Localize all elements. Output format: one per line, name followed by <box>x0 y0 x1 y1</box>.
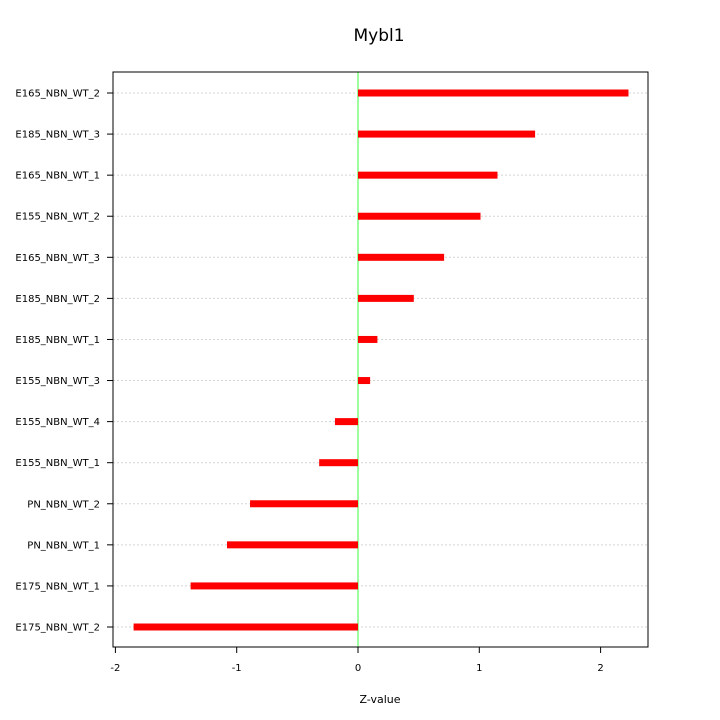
category-label: E185_NBN_WT_1 <box>15 335 100 346</box>
bar-e185-nbn-wt-3 <box>358 130 536 138</box>
category-label: E175_NBN_WT_2 <box>15 623 100 634</box>
bar-e165-nbn-wt-3 <box>358 253 445 261</box>
x-axis: -2 -1 0 1 2 <box>110 646 604 674</box>
x-tick-label: -1 <box>232 663 242 674</box>
category-label: E185_NBN_WT_3 <box>15 130 100 141</box>
bar-pn-nbn-wt-1 <box>226 541 358 549</box>
grid-lines <box>113 92 648 628</box>
category-labels: E165_NBN_WT_2 E185_NBN_WT_3 E165_NBN_WT_1 E… <box>15 89 113 634</box>
bar-e175-nbn-wt-1 <box>190 582 358 590</box>
bar-pn-nbn-wt-2 <box>250 500 358 508</box>
bar-e155-nbn-wt-4 <box>334 418 358 426</box>
category-label: E155_NBN_WT_4 <box>15 417 100 428</box>
bar-e175-nbn-wt-2 <box>133 623 358 631</box>
category-label: E165_NBN_WT_2 <box>15 89 100 100</box>
x-tick-label: 1 <box>476 663 482 674</box>
category-label: E155_NBN_WT_2 <box>15 212 100 223</box>
bar-e165-nbn-wt-2 <box>358 89 629 97</box>
x-axis-label: Z-value <box>359 693 400 706</box>
bar-e165-nbn-wt-1 <box>358 171 498 179</box>
plot-frame <box>112 71 649 648</box>
x-tick-label: 2 <box>597 663 603 674</box>
category-label: E155_NBN_WT_3 <box>15 376 100 387</box>
x-tick-label: 0 <box>355 663 361 674</box>
bar-e155-nbn-wt-1 <box>319 459 358 467</box>
category-label: PN_NBN_WT_1 <box>27 540 100 551</box>
category-label: E155_NBN_WT_1 <box>15 458 100 469</box>
bar-e155-nbn-wt-3 <box>358 377 371 385</box>
category-label: E165_NBN_WT_3 <box>15 253 100 264</box>
bar-e185-nbn-wt-2 <box>358 294 414 302</box>
bar-e185-nbn-wt-1 <box>358 335 378 343</box>
category-label: PN_NBN_WT_2 <box>27 499 100 510</box>
category-label: E165_NBN_WT_1 <box>15 171 100 182</box>
x-tick-label: -2 <box>110 663 120 674</box>
bars <box>133 89 629 631</box>
category-label: E185_NBN_WT_2 <box>15 294 100 305</box>
category-label: E175_NBN_WT_1 <box>15 581 100 592</box>
chart-title: Mybl1 <box>353 26 404 46</box>
bar-e155-nbn-wt-2 <box>358 212 481 220</box>
